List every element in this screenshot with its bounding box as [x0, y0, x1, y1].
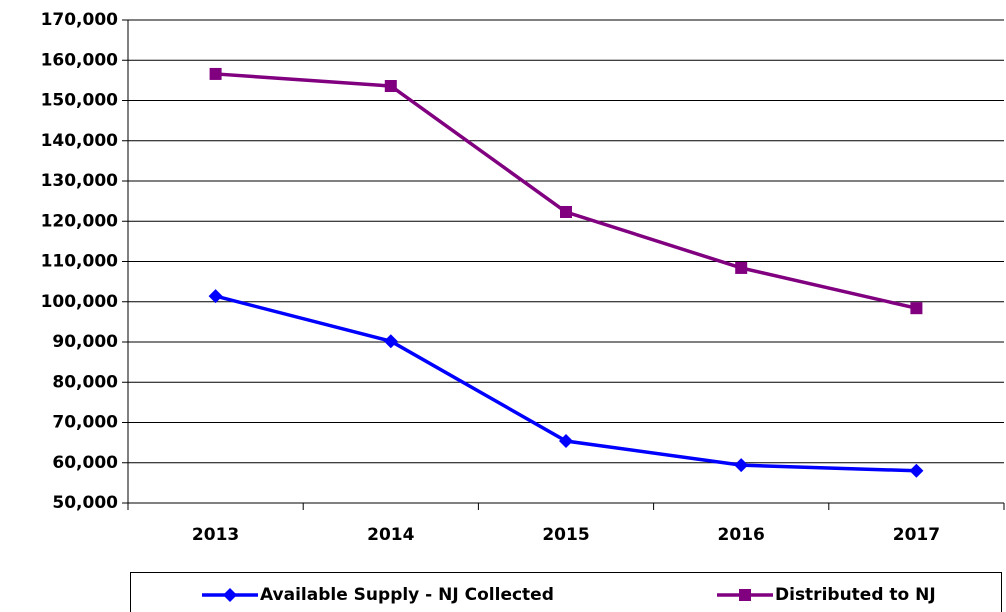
marker [560, 205, 572, 218]
y-tick-label: 60,000 [52, 453, 118, 473]
y-tick-label: 160,000 [41, 50, 119, 70]
marker [735, 261, 748, 274]
marker [910, 302, 923, 315]
marker [383, 334, 398, 349]
y-tick-label: 130,000 [41, 171, 119, 191]
marker [909, 463, 924, 478]
y-tick-label: 140,000 [41, 131, 119, 151]
marker [384, 80, 397, 93]
x-tick-label: 2017 [893, 525, 940, 545]
x-tick-label: 2016 [718, 525, 765, 545]
series-line [215, 72, 917, 310]
legend-box [130, 572, 1002, 612]
marker [209, 67, 222, 80]
legend-label: Available Supply - NJ Collected [260, 585, 554, 605]
y-tick-label: 170,000 [41, 10, 119, 30]
y-tick-label: 100,000 [41, 292, 119, 312]
x-tick-label: 2014 [367, 525, 414, 545]
y-tick-label: 70,000 [52, 413, 118, 433]
x-tick-label: 2015 [542, 525, 589, 545]
y-tick-label: 120,000 [41, 211, 119, 231]
y-tick-label: 50,000 [52, 493, 118, 513]
y-tick-label: 80,000 [52, 372, 118, 392]
legend-label: Distributed to NJ [775, 585, 936, 605]
y-tick-label: 90,000 [52, 332, 118, 352]
marker [559, 434, 573, 449]
marker [739, 589, 751, 601]
marker [734, 458, 749, 473]
marker [223, 588, 237, 602]
y-tick-label: 150,000 [41, 91, 119, 111]
marker [208, 289, 223, 304]
x-tick-label: 2013 [192, 525, 239, 545]
y-tick-label: 110,000 [41, 252, 119, 272]
